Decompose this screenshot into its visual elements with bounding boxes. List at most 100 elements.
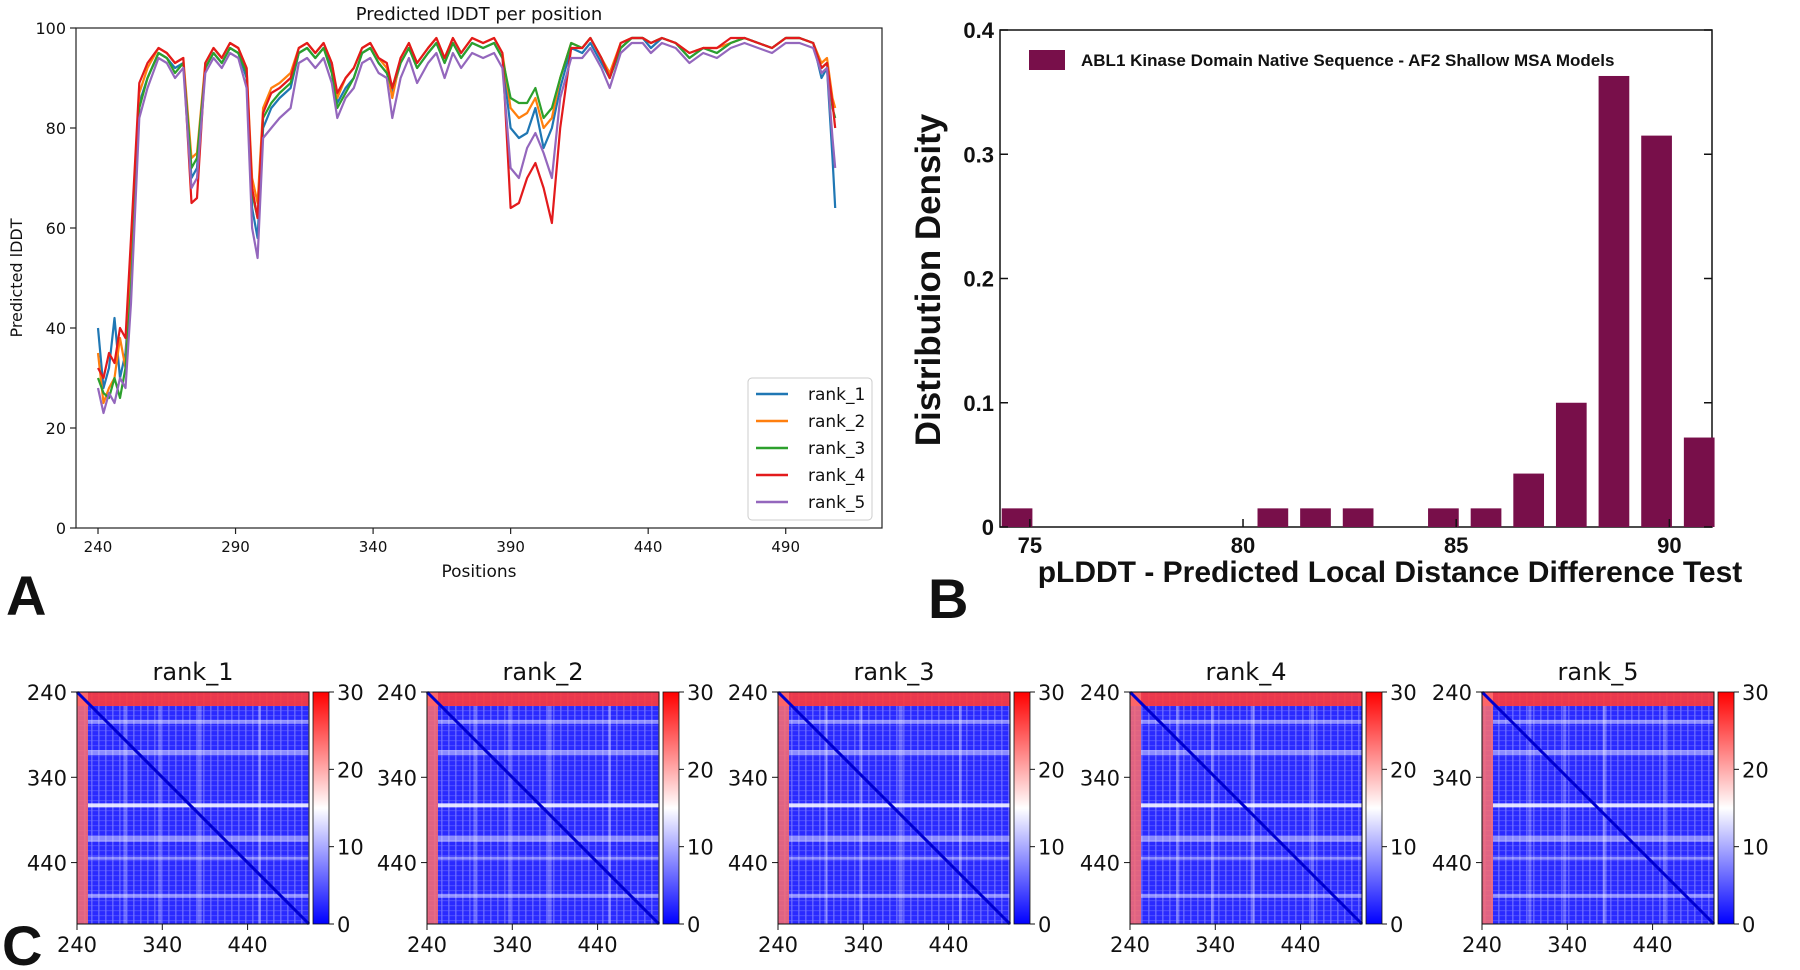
pae-frame	[777, 691, 1011, 925]
pae-xtick-label: 440	[578, 933, 618, 957]
pae-band-row	[1493, 719, 1714, 724]
pae-xtick-label: 340	[843, 933, 883, 957]
pae-high-error-cols	[778, 692, 789, 924]
pae-frame	[1129, 691, 1363, 925]
pae-band-row	[438, 893, 659, 898]
panel-a-legend-box	[747, 377, 873, 521]
pae-high-error-cols	[1130, 692, 1141, 924]
pae-panel-rank-3: rank_3 240 340 440 240 340 440 0 10 20 30	[728, 658, 1065, 957]
pae-panel-title: rank_1	[153, 658, 234, 686]
pae-xtick-label: 440	[1633, 933, 1673, 957]
pae-band-row	[789, 835, 1010, 842]
pae-band-row	[1493, 803, 1714, 808]
pae-colorbar-label: 0	[1038, 913, 1051, 937]
pae-ytick-label: 440	[27, 852, 67, 876]
histogram-bar	[1555, 402, 1587, 527]
pae-colorbar	[312, 691, 330, 925]
pae-band-col	[257, 706, 261, 924]
pae-panel-title: rank_3	[854, 658, 935, 686]
pae-ytick-label: 440	[1080, 852, 1120, 876]
pae-high-error-rows	[778, 692, 1010, 706]
pae-xtick-label: 340	[1547, 933, 1587, 957]
series-line-rank-1	[96, 36, 837, 390]
pae-diagonal	[1128, 690, 1364, 926]
legend-entry-rank-3: rank_3	[756, 439, 865, 459]
pae-xtick-label: 240	[1110, 933, 1150, 957]
pae-band-row	[88, 803, 309, 808]
pae-band-row	[438, 750, 659, 755]
pae-band-col	[508, 706, 512, 924]
pae-xtick-label: 240	[758, 933, 798, 957]
series-line-rank-2	[96, 36, 837, 405]
pae-band-row	[438, 719, 659, 724]
legend-entry-rank-5: rank_5	[756, 493, 865, 513]
histogram-bar	[1342, 508, 1374, 527]
panel-a-xlabel: Positions	[441, 562, 516, 582]
legend-label-rank-3: rank_3	[808, 439, 865, 459]
panel-a-title: Predicted lDDT per position	[356, 4, 603, 25]
pae-band-col	[1563, 706, 1567, 924]
legend-label-rank-4: rank_4	[808, 466, 865, 486]
pae-panel-title: rank_2	[503, 658, 584, 686]
pae-band-row	[1141, 719, 1362, 724]
panel-label-a: A	[6, 564, 46, 627]
pae-band-row	[789, 719, 1010, 724]
pae-band-row	[1141, 893, 1362, 898]
pae-band-row	[88, 856, 309, 860]
pae-band-row	[438, 803, 659, 808]
panel-label-b: B	[928, 567, 968, 630]
pae-band-row	[438, 856, 659, 860]
pae-high-error-rows	[1130, 692, 1362, 706]
panel-b-xtick-label: 90	[1657, 533, 1681, 558]
pae-colorbar-label: 30	[1390, 681, 1417, 705]
pae-band-col	[1176, 706, 1180, 924]
pae-ytick-label: 340	[27, 766, 67, 790]
panel-a-ytick-label: 100	[35, 19, 66, 38]
pae-band-row	[438, 835, 659, 842]
panel-b-xlabel: pLDDT - Predicted Local Distance Differe…	[1038, 556, 1743, 589]
panel-a-series-lines	[96, 36, 837, 415]
pae-colorbar-label: 10	[687, 836, 714, 860]
histogram-bar	[1683, 437, 1715, 527]
legend-entry-rank-1: rank_1	[756, 385, 865, 405]
pae-ytick-label: 240	[27, 681, 67, 705]
pae-band-row	[1493, 856, 1714, 860]
pae-band-col	[859, 706, 863, 924]
pae-band-col	[1528, 706, 1532, 924]
pae-colorbar-label: 0	[1742, 913, 1755, 937]
pae-colorbar-label: 30	[1038, 681, 1065, 705]
panel-a-legend: rank_1 rank_2 rank_3 rank_4 rank_5	[747, 377, 873, 521]
pae-ytick-label: 240	[377, 681, 417, 705]
pae-ytick-label: 440	[377, 852, 417, 876]
panel-c: rank_1 240 340 440 240 340 440 0 10 20 30 rank_2 240…	[27, 658, 1769, 957]
panel-a-plot-frame	[75, 27, 883, 529]
pae-high-error-cols	[1482, 692, 1493, 924]
pae-high-error-rows	[77, 692, 309, 706]
pae-ytick-label: 440	[728, 852, 768, 876]
pae-colorbar-label: 20	[1742, 758, 1769, 782]
panel-b-ytick-label: 0.2	[963, 267, 994, 292]
pae-xtick-label: 440	[1281, 933, 1321, 957]
histogram-bar	[1300, 508, 1331, 527]
pae-high-error-cols	[427, 692, 438, 924]
pae-ytick-label: 340	[1432, 766, 1472, 790]
panel-a-ytick-label: 20	[46, 419, 66, 438]
pae-ytick-label: 240	[728, 681, 768, 705]
histogram-bar	[1001, 508, 1033, 527]
panel-b-ylabel: Distribution Density	[909, 113, 948, 446]
pae-panel-rank-2: rank_2 240 340 440 240 340 440 0 10 20 30	[377, 658, 714, 957]
pae-band-col	[607, 706, 611, 924]
pae-frame	[1481, 691, 1715, 925]
pae-colorbar-label: 0	[337, 913, 350, 937]
pae-colorbar	[1013, 691, 1031, 925]
legend-label-rank-1: rank_1	[808, 385, 865, 405]
panel-b-y-ticks: 0 0.1 0.2 0.3 0.4	[963, 18, 1712, 540]
pae-band-row	[1141, 750, 1362, 755]
pae-xtick-label: 240	[407, 933, 447, 957]
pae-high-error-cols	[77, 692, 88, 924]
pae-colorbar-label: 0	[1390, 913, 1403, 937]
panel-b-ytick-label: 0.1	[963, 391, 994, 416]
pae-band-row	[1493, 750, 1714, 755]
pae-diagonal	[75, 690, 311, 926]
